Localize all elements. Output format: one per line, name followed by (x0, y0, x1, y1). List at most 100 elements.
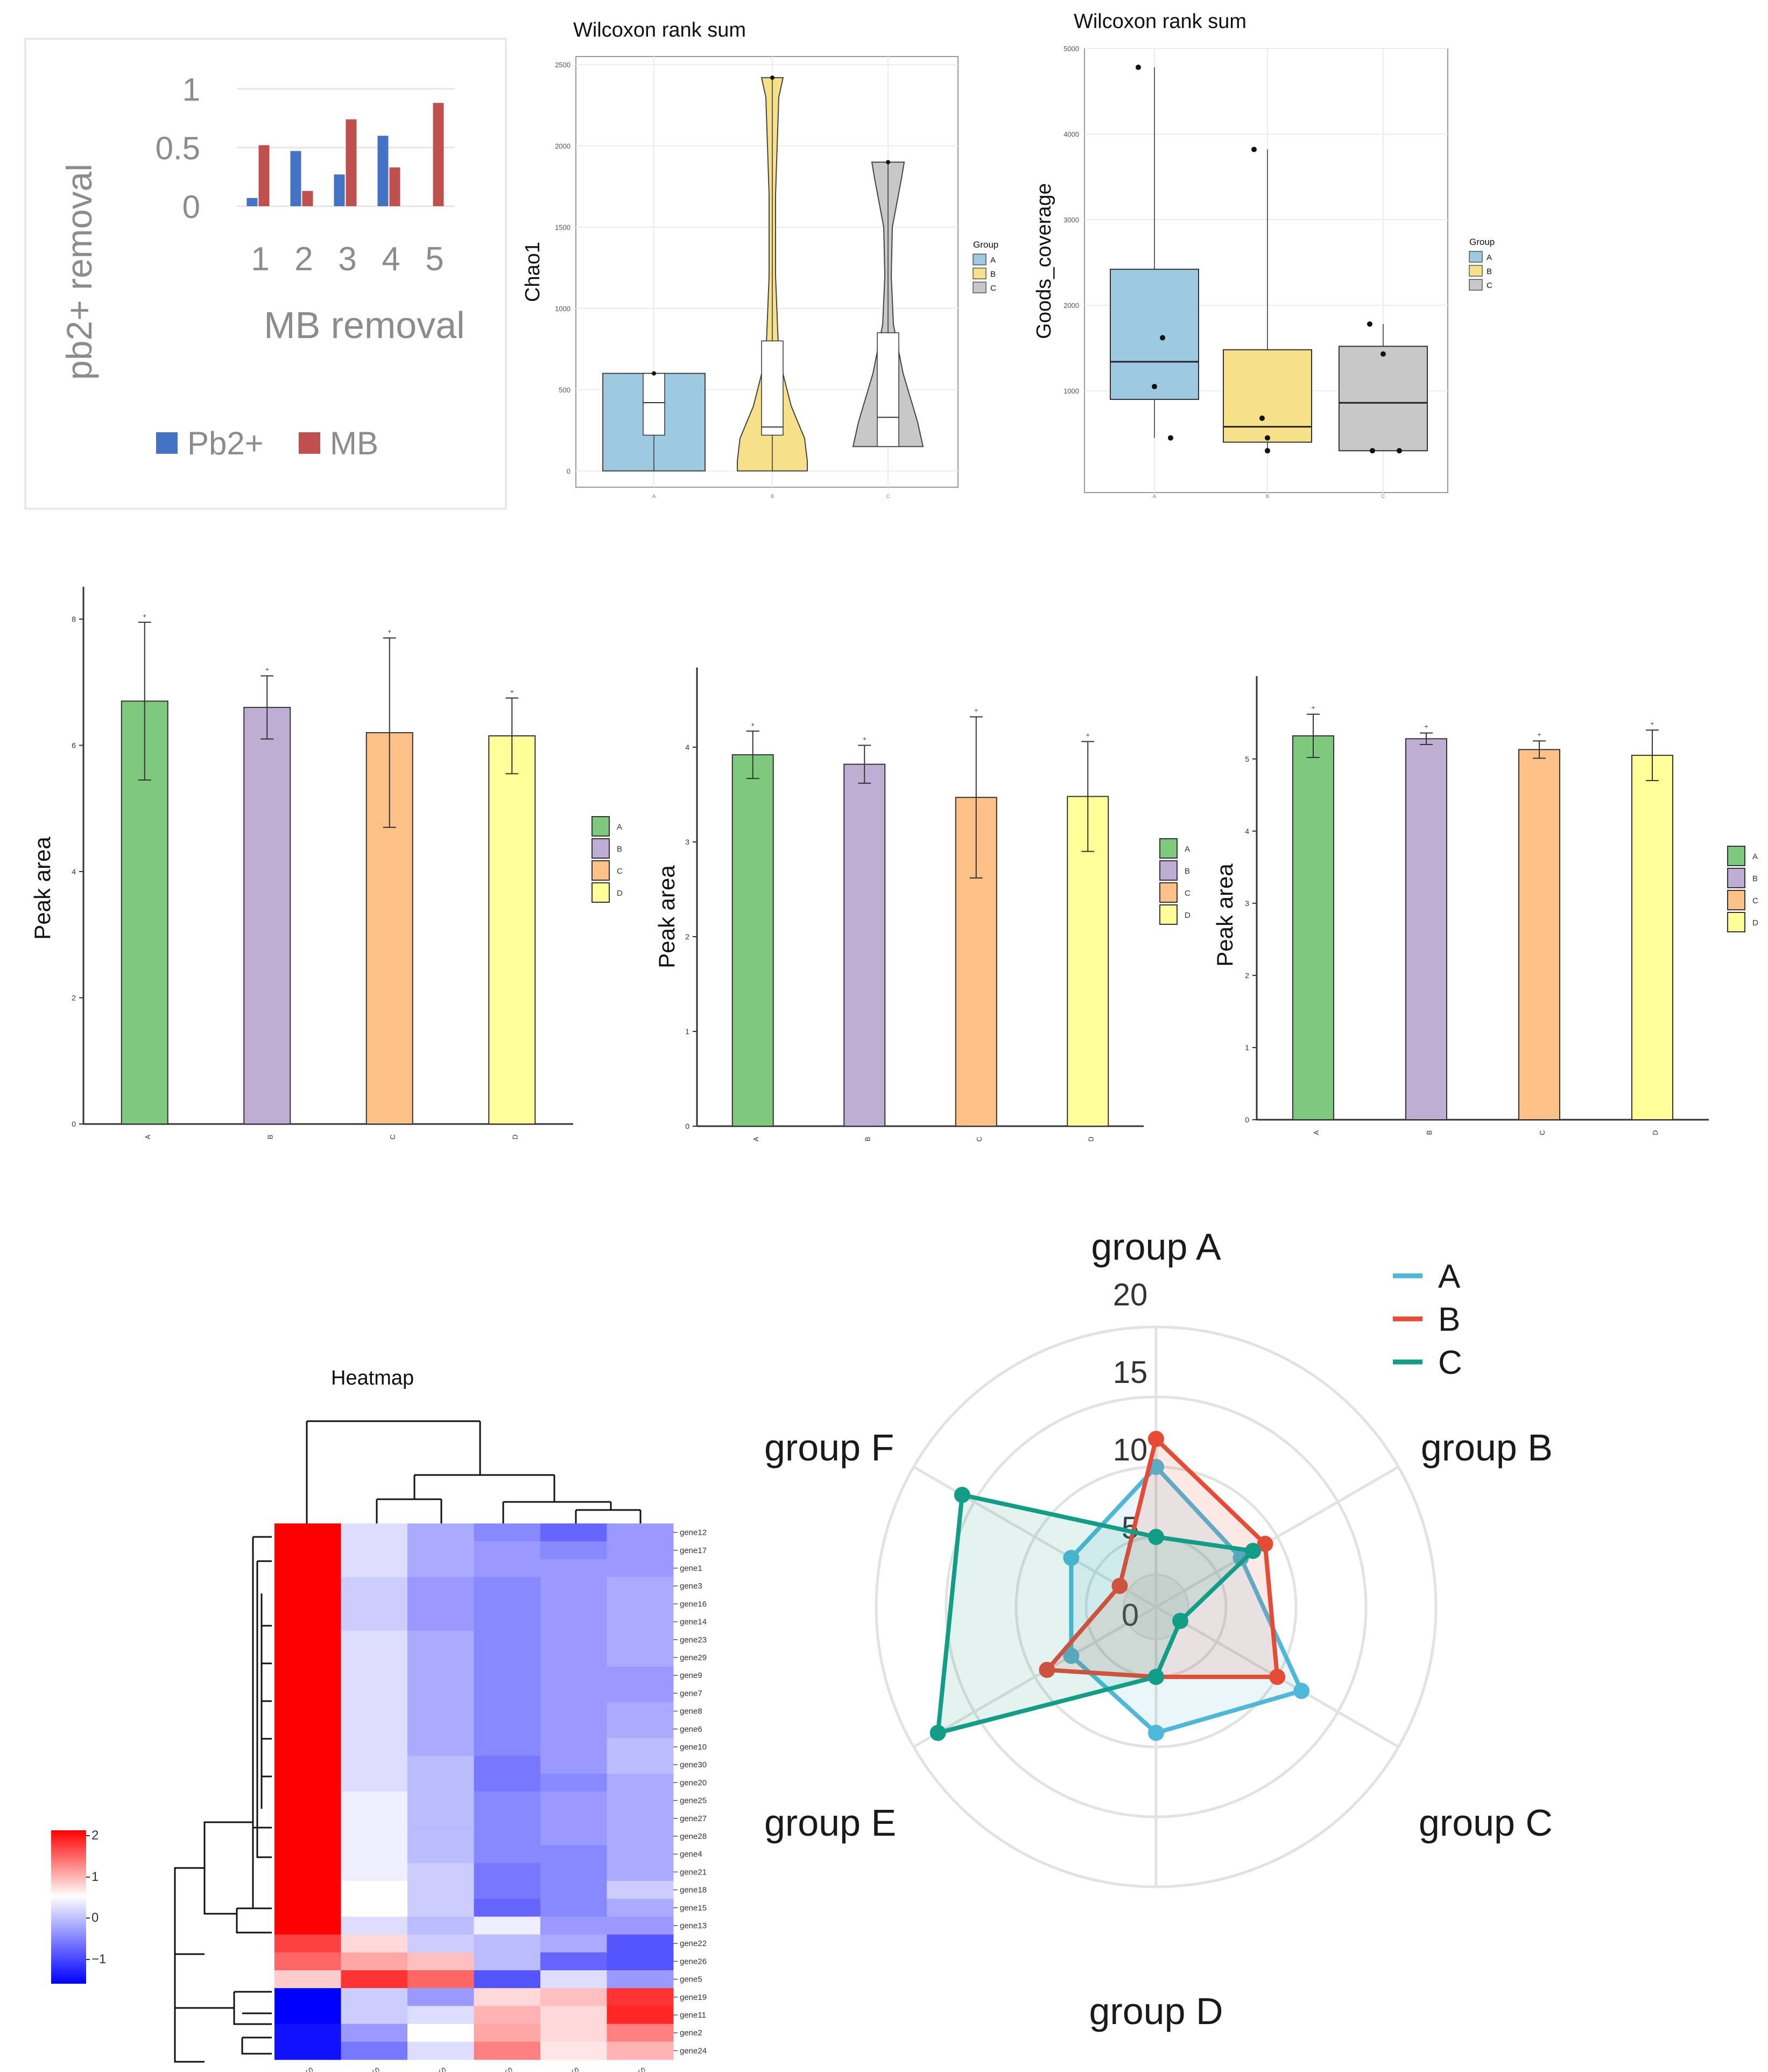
heatmap-cell (474, 1541, 541, 1560)
significance-mark: + (863, 735, 867, 742)
x-tick-label: C (389, 1134, 397, 1139)
y-tick-label: 500 (559, 386, 570, 394)
radar-point-B-group-F (1111, 1578, 1128, 1594)
heatmap-cell (540, 1899, 607, 1917)
radar-tick-label: 15 (1113, 1355, 1148, 1390)
bar-mb-1 (258, 145, 270, 206)
heatmap-cell (474, 1666, 541, 1685)
heatmap-cell (607, 1773, 674, 1792)
row-label: gene5 (680, 1975, 702, 1984)
heatmap-cell (274, 1613, 341, 1631)
heatmap-cell (274, 1541, 341, 1560)
legend-swatch-pb2 (156, 432, 178, 454)
heatmap-cell (540, 1631, 607, 1649)
radar-point-C-group-F (954, 1487, 970, 1503)
legend-swatch-B (973, 268, 987, 279)
heatmap-cell (274, 1881, 341, 1899)
heatmap-cell (607, 1613, 674, 1631)
y-tick-label: 3 (685, 838, 689, 846)
heatmap-cell (407, 2024, 474, 2042)
heatmap-cell (274, 1773, 341, 1792)
heatmap-cell (407, 1684, 474, 1703)
row-label: gene2 (680, 2028, 702, 2038)
heatmap-cell (407, 1845, 474, 1864)
row-label: gene24 (680, 2046, 707, 2055)
legend-label-A: A (1752, 852, 1758, 861)
heatmap-cell (540, 2041, 607, 2060)
heatmap-cell (607, 1684, 674, 1703)
heatmap-cell (474, 1559, 541, 1578)
y-tick-label: 0 (567, 467, 570, 475)
data-point-C (1370, 448, 1375, 454)
heatmap-cell (274, 2006, 341, 2025)
heatmap-cell (474, 1738, 541, 1757)
row-label: gene16 (680, 1599, 707, 1609)
heatmap-cell (407, 1863, 474, 1881)
bar-pb2-1 (246, 198, 258, 206)
significance-mark: + (1650, 720, 1654, 727)
heatmap-cell (607, 2006, 674, 2025)
legend-label-B: B (1752, 874, 1758, 883)
row-label: gene8 (680, 1707, 702, 1716)
row-label: gene30 (680, 1760, 707, 1769)
y-tick-label: 0.5 (156, 130, 200, 166)
legend-label-D: D (1185, 911, 1191, 920)
column-label: Sample_a1 (636, 2066, 671, 2072)
significance-mark: + (1537, 731, 1541, 738)
legend-label-B: B (1487, 267, 1492, 276)
legend-tick-label: 2 (91, 1828, 98, 1843)
heatmap-cell (274, 1988, 341, 2006)
legend-swatch-C (1469, 279, 1483, 291)
x-tick-label: A (144, 1134, 152, 1139)
row-label: gene14 (680, 1618, 707, 1627)
data-point-A (1160, 335, 1165, 341)
radar-axis-label: group B (1421, 1427, 1553, 1469)
y-tick-label: 5 (1245, 755, 1249, 763)
heatmap-cell (474, 2006, 541, 2025)
dendrogram (174, 1420, 642, 2063)
y-tick-label: 4 (72, 867, 76, 876)
heatmap-cell (540, 1809, 607, 1828)
x-tick-label: 4 (382, 241, 400, 278)
heatmap-cell (274, 1952, 341, 1971)
peak-area-chart-2: Peak area 0 1 2 3 4 + A + B + C + D A B C D (654, 668, 1191, 1142)
heatmap-cell (540, 2006, 607, 2025)
column-label: Sample_b2 (304, 2066, 339, 2072)
heatmap-cell (540, 1863, 607, 1881)
x-tick-label: A (752, 1136, 760, 1141)
heatmap-cell (474, 1845, 541, 1864)
radar-axis-label: group F (764, 1427, 894, 1469)
legend-swatch-A (1727, 846, 1745, 866)
y-tick-label: 1 (685, 1027, 689, 1036)
heatmap-cell (607, 1988, 674, 2006)
heatmap-cell (274, 1899, 341, 1917)
y-tick-label: 3 (1245, 899, 1249, 908)
heatmap-cell (474, 1988, 541, 2006)
heatmap-cell (341, 1738, 408, 1757)
heatmap-cell (407, 1666, 474, 1685)
legend-label-A: A (617, 823, 622, 832)
heatmap-cell (607, 1559, 674, 1578)
heatmap-cell (607, 1934, 674, 1953)
row-label: gene20 (680, 1778, 707, 1787)
heatmap-cell (474, 1881, 541, 1899)
heatmap-cell (407, 1595, 474, 1613)
x-tick-label: 3 (338, 241, 356, 278)
radar-tick-label: 20 (1113, 1277, 1148, 1312)
heatmap-cell (341, 1773, 408, 1792)
heatmap-cell (607, 1702, 674, 1720)
outlier-point-B (770, 75, 774, 80)
legend-label-A: A (1487, 253, 1492, 262)
column-label: Sample_b3 (370, 2066, 405, 2072)
row-label: gene17 (680, 1546, 707, 1555)
heatmap-cell (274, 1720, 341, 1738)
radar-point-C-group-D (1148, 1669, 1164, 1685)
heatmap-cell (341, 1541, 408, 1560)
heatmap-cell (474, 1755, 541, 1774)
heatmap-cell (607, 1952, 674, 1971)
heatmap-cell (341, 1523, 408, 1542)
legend-swatch-B (591, 838, 610, 859)
x-tick-label: C (1382, 494, 1385, 499)
